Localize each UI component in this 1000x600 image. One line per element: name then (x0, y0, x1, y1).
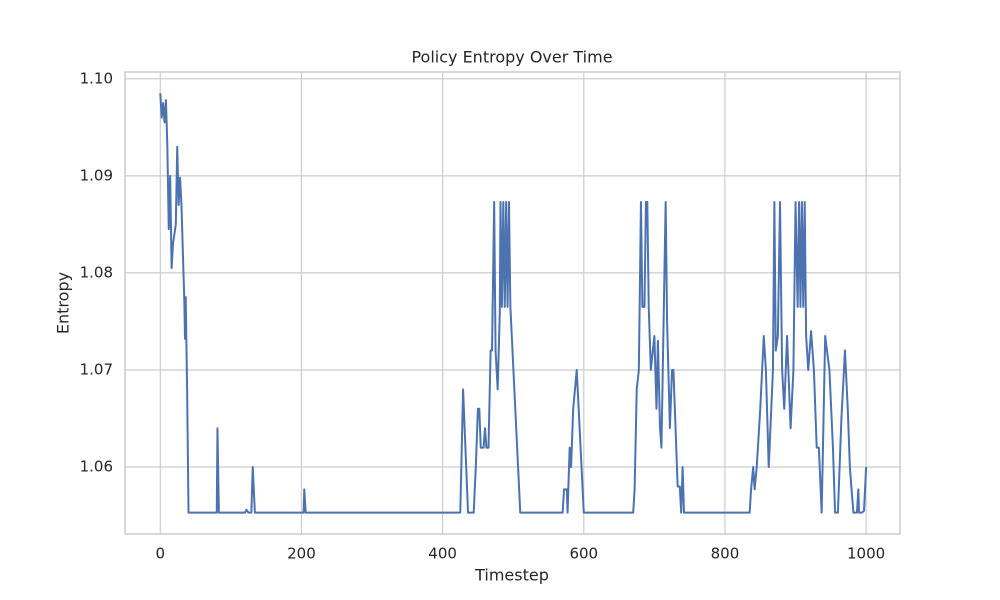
y-axis-label: Entropy (54, 272, 73, 334)
x-tick-label: 400 (428, 545, 457, 563)
y-tick-label: 1.06 (80, 458, 113, 476)
x-tick-label: 200 (287, 545, 316, 563)
plot-frame (124, 71, 901, 535)
y-tick-label: 1.08 (80, 263, 113, 281)
chart-title: Policy Entropy Over Time (411, 48, 612, 67)
x-tick-label: 800 (711, 545, 740, 563)
y-tick-label: 1.09 (80, 166, 113, 184)
x-tick-label: 1000 (847, 545, 885, 563)
x-axis-label: Timestep (474, 566, 549, 585)
x-tick-label: 0 (156, 545, 166, 563)
y-tick-label: 1.07 (80, 360, 113, 378)
y-tick-label: 1.10 (80, 69, 113, 87)
x-tick-label: 600 (569, 545, 598, 563)
data-line (159, 93, 868, 514)
